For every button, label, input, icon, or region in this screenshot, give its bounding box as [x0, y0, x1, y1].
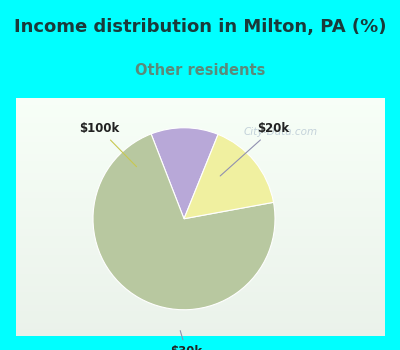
- Wedge shape: [151, 128, 218, 219]
- Text: Income distribution in Milton, PA (%): Income distribution in Milton, PA (%): [14, 19, 386, 36]
- Text: $20k: $20k: [220, 122, 289, 176]
- Text: City-Data.com: City-Data.com: [244, 127, 318, 136]
- Wedge shape: [93, 134, 275, 310]
- Text: Other residents: Other residents: [135, 63, 265, 78]
- Text: $100k: $100k: [79, 122, 136, 167]
- Wedge shape: [184, 134, 274, 219]
- Text: $30k: $30k: [170, 331, 202, 350]
